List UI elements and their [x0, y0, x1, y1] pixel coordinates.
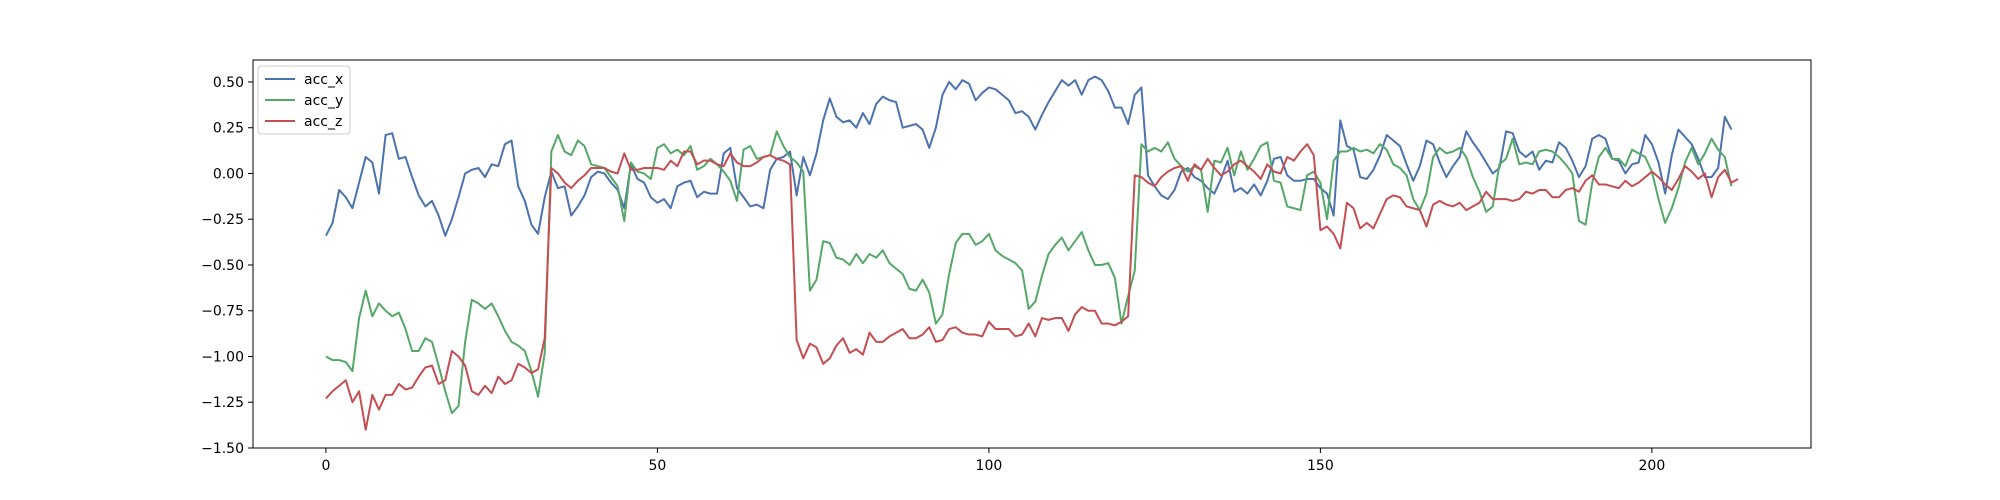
y-tick-label: 0.25 [213, 121, 244, 137]
x-axis: 0 50 100 150 200 [321, 448, 1665, 474]
series-line-acc-y [325, 130, 1733, 415]
x-tick-label: 150 [1307, 458, 1334, 474]
x-tick-label: 0 [321, 458, 330, 474]
x-tick-label: 50 [649, 458, 667, 474]
y-tick-label: −0.75 [201, 304, 244, 320]
plot-area-frame [252, 59, 1812, 449]
legend-label-acc-z: acc_z [304, 114, 342, 130]
y-tick-label: 0.00 [213, 166, 244, 182]
series-line-acc-x [325, 75, 1733, 237]
legend-frame [257, 65, 351, 135]
x-tick-label: 100 [976, 458, 1003, 474]
y-tick-label: −0.50 [201, 258, 244, 274]
y-axis: 0.50 0.25 0.00 −0.25 −0.50 −0.75 −1.00 −1.25 −1.… [201, 75, 253, 457]
x-tick-label: 200 [1639, 458, 1666, 474]
legend-label-acc-y: acc_y [304, 93, 343, 109]
y-tick-label: −1.50 [201, 441, 244, 457]
series-line-acc-z [325, 143, 1739, 431]
y-tick-label: 0.50 [213, 75, 244, 91]
legend-label-acc-x: acc_x [304, 72, 343, 88]
legend: acc_x acc_y acc_z [257, 65, 351, 135]
series-layer [325, 75, 1739, 431]
y-tick-label: −1.00 [201, 349, 244, 365]
y-tick-label: −1.25 [201, 395, 244, 411]
y-tick-label: −0.25 [201, 212, 244, 228]
